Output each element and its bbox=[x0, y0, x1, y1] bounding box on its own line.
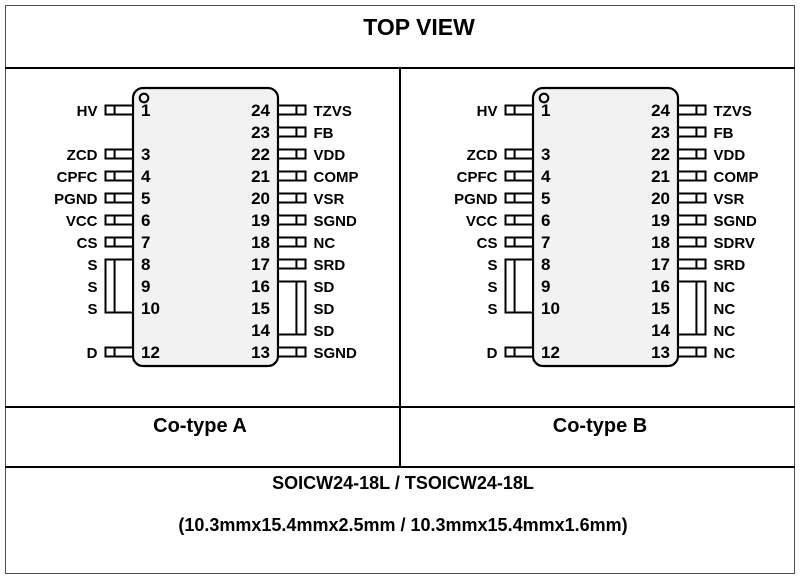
svg-text:CS: CS bbox=[77, 235, 98, 252]
svg-text:3: 3 bbox=[541, 145, 550, 164]
svg-text:10: 10 bbox=[541, 299, 560, 318]
svg-text:19: 19 bbox=[651, 211, 670, 230]
svg-text:TZVS: TZVS bbox=[314, 103, 352, 120]
svg-text:24: 24 bbox=[251, 101, 270, 120]
svg-text:ZCD: ZCD bbox=[67, 147, 98, 164]
svg-text:S: S bbox=[487, 279, 497, 296]
svg-text:14: 14 bbox=[651, 321, 670, 340]
svg-text:SGND: SGND bbox=[314, 345, 358, 362]
svg-text:21: 21 bbox=[251, 167, 270, 186]
svg-text:SGND: SGND bbox=[714, 213, 758, 230]
svg-text:NC: NC bbox=[714, 345, 736, 362]
svg-text:8: 8 bbox=[541, 255, 550, 274]
svg-text:17: 17 bbox=[251, 255, 270, 274]
svg-text:24: 24 bbox=[651, 101, 670, 120]
svg-text:15: 15 bbox=[251, 299, 270, 318]
svg-text:20: 20 bbox=[251, 189, 270, 208]
svg-text:COMP: COMP bbox=[714, 169, 759, 186]
svg-text:FB: FB bbox=[714, 125, 734, 142]
svg-text:15: 15 bbox=[651, 299, 670, 318]
svg-text:7: 7 bbox=[541, 233, 550, 252]
svg-text:12: 12 bbox=[141, 343, 160, 362]
svg-text:1: 1 bbox=[141, 101, 150, 120]
svg-text:NC: NC bbox=[314, 235, 336, 252]
svg-text:9: 9 bbox=[141, 277, 150, 296]
svg-text:S: S bbox=[487, 257, 497, 274]
svg-text:4: 4 bbox=[541, 167, 551, 186]
svg-text:D: D bbox=[87, 345, 98, 362]
svg-text:7: 7 bbox=[141, 233, 150, 252]
svg-text:21: 21 bbox=[651, 167, 670, 186]
svg-text:VCC: VCC bbox=[466, 213, 498, 230]
svg-text:6: 6 bbox=[541, 211, 550, 230]
svg-text:14: 14 bbox=[251, 321, 270, 340]
svg-text:16: 16 bbox=[651, 277, 670, 296]
svg-text:1: 1 bbox=[541, 101, 550, 120]
svg-text:16: 16 bbox=[251, 277, 270, 296]
svg-text:VDD: VDD bbox=[314, 147, 346, 164]
svg-text:SGND: SGND bbox=[314, 213, 358, 230]
svg-text:8: 8 bbox=[141, 255, 150, 274]
svg-text:4: 4 bbox=[141, 167, 151, 186]
svg-text:9: 9 bbox=[541, 277, 550, 296]
svg-text:S: S bbox=[87, 301, 97, 318]
svg-text:NC: NC bbox=[714, 301, 736, 318]
svg-text:CS: CS bbox=[477, 235, 498, 252]
svg-text:5: 5 bbox=[541, 189, 550, 208]
svg-text:TZVS: TZVS bbox=[714, 103, 752, 120]
svg-text:23: 23 bbox=[251, 123, 270, 142]
svg-text:HV: HV bbox=[77, 103, 98, 120]
svg-text:18: 18 bbox=[251, 233, 270, 252]
svg-text:5: 5 bbox=[141, 189, 150, 208]
svg-text:12: 12 bbox=[541, 343, 560, 362]
svg-text:CPFC: CPFC bbox=[57, 169, 98, 186]
svg-text:NC: NC bbox=[714, 279, 736, 296]
svg-text:SD: SD bbox=[314, 301, 335, 318]
svg-text:S: S bbox=[87, 257, 97, 274]
svg-text:SRD: SRD bbox=[714, 257, 746, 274]
svg-text:23: 23 bbox=[651, 123, 670, 142]
svg-text:SRD: SRD bbox=[314, 257, 346, 274]
svg-text:VSR: VSR bbox=[314, 191, 345, 208]
svg-text:22: 22 bbox=[251, 145, 270, 164]
svg-text:CPFC: CPFC bbox=[457, 169, 498, 186]
svg-text:SD: SD bbox=[314, 323, 335, 340]
svg-text:COMP: COMP bbox=[314, 169, 359, 186]
svg-text:22: 22 bbox=[651, 145, 670, 164]
svg-text:PGND: PGND bbox=[454, 191, 498, 208]
svg-text:VSR: VSR bbox=[714, 191, 745, 208]
svg-text:6: 6 bbox=[141, 211, 150, 230]
svg-text:19: 19 bbox=[251, 211, 270, 230]
svg-text:17: 17 bbox=[651, 255, 670, 274]
svg-text:ZCD: ZCD bbox=[467, 147, 498, 164]
svg-text:20: 20 bbox=[651, 189, 670, 208]
svg-text:S: S bbox=[87, 279, 97, 296]
svg-text:FB: FB bbox=[314, 125, 334, 142]
svg-text:SD: SD bbox=[314, 279, 335, 296]
svg-text:S: S bbox=[487, 301, 497, 318]
svg-text:13: 13 bbox=[251, 343, 270, 362]
svg-text:HV: HV bbox=[477, 103, 498, 120]
svg-text:SDRV: SDRV bbox=[714, 235, 755, 252]
svg-text:VDD: VDD bbox=[714, 147, 746, 164]
svg-text:18: 18 bbox=[651, 233, 670, 252]
svg-text:NC: NC bbox=[714, 323, 736, 340]
svg-text:13: 13 bbox=[651, 343, 670, 362]
svg-text:3: 3 bbox=[141, 145, 150, 164]
svg-text:10: 10 bbox=[141, 299, 160, 318]
svg-text:PGND: PGND bbox=[54, 191, 98, 208]
svg-text:D: D bbox=[487, 345, 498, 362]
svg-text:VCC: VCC bbox=[66, 213, 98, 230]
